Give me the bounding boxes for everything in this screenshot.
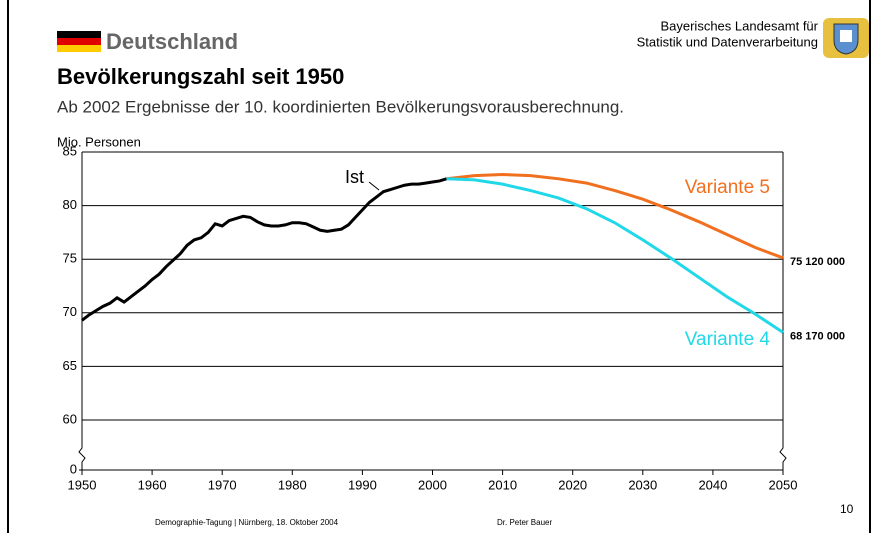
axis-line: [779, 152, 787, 470]
footer-event: Demographie-Tagung | Nürnberg, 18. Oktob…: [155, 518, 339, 527]
series-line: [81, 177, 447, 322]
series-line: [446, 177, 784, 334]
y-tick-label: 0: [70, 461, 77, 476]
end-label: 75 120 000: [790, 256, 845, 268]
x-tick-label: 1990: [348, 477, 377, 492]
x-tick-label: 2020: [558, 477, 587, 492]
series-label: Variante 5: [685, 177, 770, 198]
y-tick-label: 70: [63, 304, 77, 319]
y-axis-label: Mio. Personen: [57, 134, 141, 149]
x-tick-label: 2040: [698, 477, 727, 492]
x-tick-label: 1960: [138, 477, 167, 492]
office-line: Bayerisches Landesamt für: [660, 18, 818, 33]
x-tick-label: 1980: [278, 477, 307, 492]
page-number: 10: [840, 502, 854, 516]
coat-of-arms: [823, 18, 869, 58]
x-tick-label: 2050: [769, 477, 798, 492]
chart-title: Bevölkerungszahl seit 1950: [57, 64, 344, 89]
y-tick-label: 60: [63, 411, 77, 426]
end-label: 68 170 000: [790, 330, 845, 342]
chart-subtitle: Ab 2002 Ergebnisse der 10. koordinierten…: [57, 97, 624, 116]
x-tick-label: 1950: [68, 477, 97, 492]
office-line: Statistik und Datenverarbeitung: [637, 34, 818, 49]
y-tick-label: 65: [63, 358, 77, 373]
leader-line: [368, 181, 380, 191]
country: Deutschland: [106, 29, 238, 54]
x-tick-label: 1970: [208, 477, 237, 492]
x-tick-label: 2000: [418, 477, 447, 492]
flag: [57, 31, 101, 52]
series-line: [446, 173, 784, 260]
y-tick-label: 85: [63, 143, 77, 158]
x-tick-label: 2010: [488, 477, 517, 492]
series-label: Ist: [345, 167, 364, 187]
y-tick-label: 75: [63, 251, 77, 266]
footer-author: Dr. Peter Bauer: [497, 518, 552, 527]
series-label: Variante 4: [685, 329, 771, 350]
y-tick-label: 80: [63, 197, 77, 212]
axis-line: [78, 152, 86, 470]
x-tick-label: 2030: [628, 477, 657, 492]
